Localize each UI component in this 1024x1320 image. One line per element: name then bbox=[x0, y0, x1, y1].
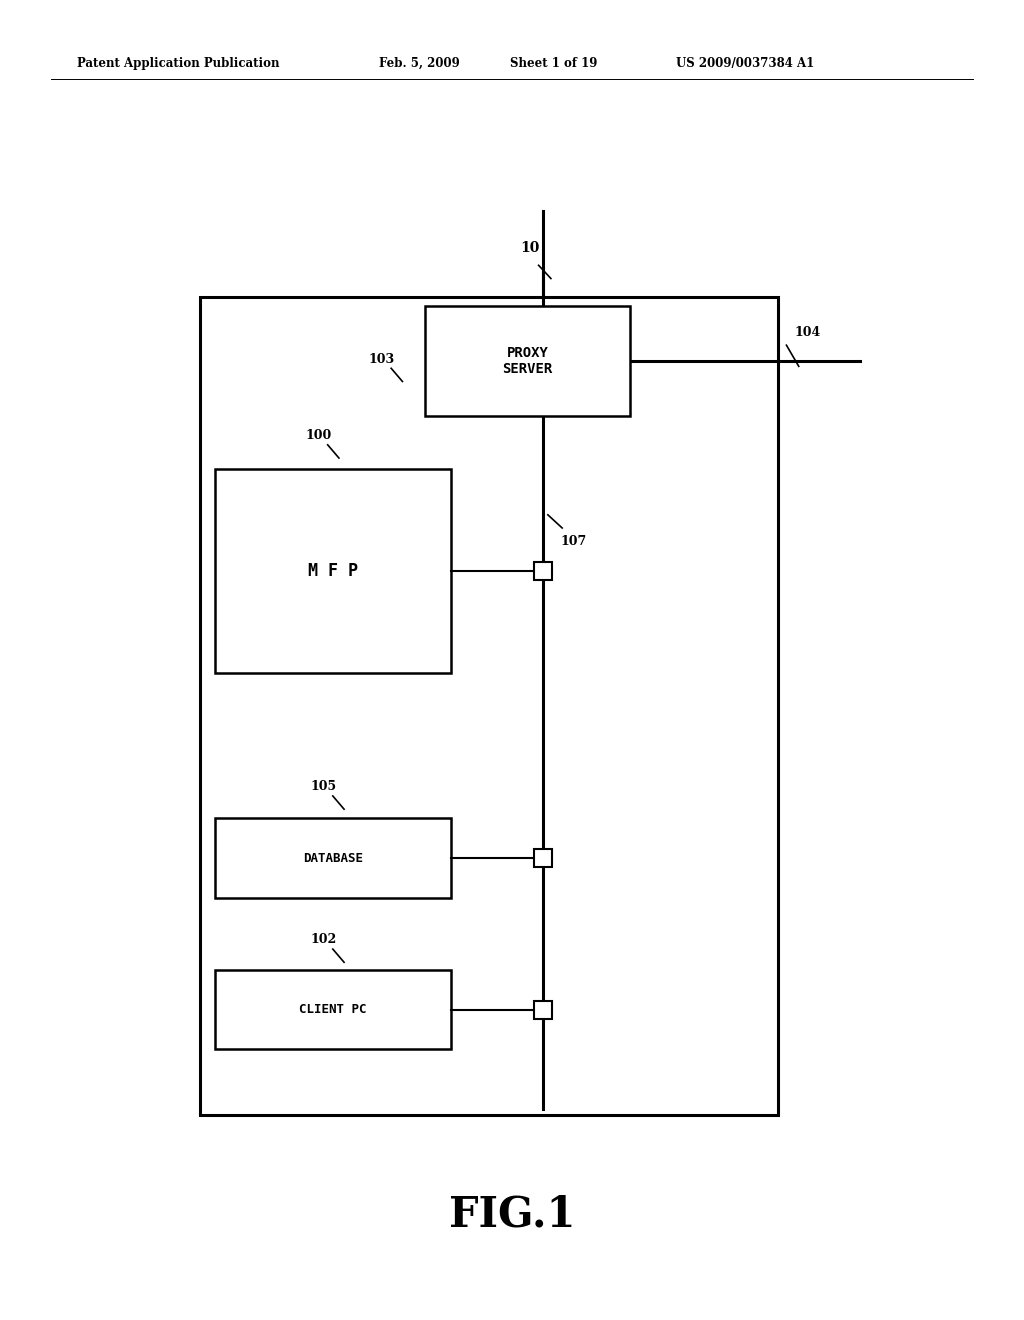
Text: 102: 102 bbox=[310, 933, 337, 946]
Bar bbox=[215, 469, 451, 673]
Text: PROXY
SERVER: PROXY SERVER bbox=[502, 346, 553, 376]
Text: 100: 100 bbox=[305, 429, 332, 442]
Text: FIG.1: FIG.1 bbox=[449, 1193, 575, 1236]
Bar bbox=[200, 297, 778, 1115]
Bar bbox=[215, 818, 451, 898]
Text: DATABASE: DATABASE bbox=[303, 851, 362, 865]
Text: M F P: M F P bbox=[308, 562, 357, 579]
Text: 107: 107 bbox=[560, 535, 587, 548]
Text: Sheet 1 of 19: Sheet 1 of 19 bbox=[510, 57, 597, 70]
Bar bbox=[215, 970, 451, 1049]
Bar bbox=[534, 849, 552, 867]
Text: 105: 105 bbox=[310, 780, 337, 793]
Text: 103: 103 bbox=[369, 352, 395, 366]
Text: 10: 10 bbox=[520, 240, 540, 255]
Text: Patent Application Publication: Patent Application Publication bbox=[77, 57, 280, 70]
Text: Feb. 5, 2009: Feb. 5, 2009 bbox=[379, 57, 460, 70]
Text: 104: 104 bbox=[795, 326, 821, 339]
Bar bbox=[425, 306, 630, 416]
Bar bbox=[534, 1001, 552, 1019]
Bar bbox=[534, 562, 552, 581]
Text: CLIENT PC: CLIENT PC bbox=[299, 1003, 367, 1016]
Text: US 2009/0037384 A1: US 2009/0037384 A1 bbox=[676, 57, 814, 70]
